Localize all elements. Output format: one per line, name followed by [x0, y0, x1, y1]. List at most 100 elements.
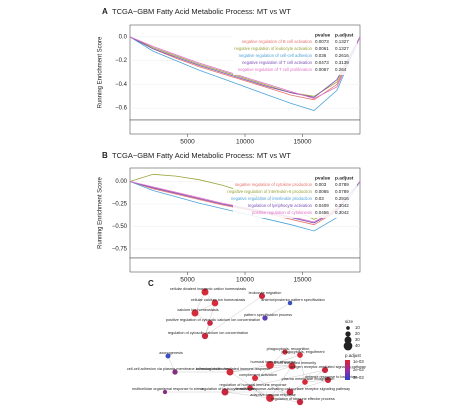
network-node	[191, 309, 199, 317]
node-label: regulation of immune effector process	[271, 397, 335, 401]
network-node	[302, 379, 308, 385]
network-node	[321, 366, 329, 374]
legend-box	[233, 30, 357, 75]
node-label: regulation of leukocyte activation	[200, 387, 255, 391]
x-tick-label: 5000	[180, 277, 195, 284]
table-header: pvalue	[315, 175, 331, 181]
network-edge	[249, 364, 271, 389]
table-header: pvalue	[315, 32, 331, 38]
network-edge	[304, 379, 329, 383]
network-node	[207, 320, 213, 326]
legend-label: negative regulation of T cell activation	[242, 60, 313, 65]
node-label: antigen receptor-mediated signaling path…	[290, 365, 366, 369]
network-node	[172, 369, 178, 375]
network-edge	[254, 377, 301, 403]
chart-title: TCGA−GBM Fatty Acid Metabolic Process: M…	[112, 151, 291, 160]
node-label: phagocytosis, engulfment	[281, 350, 325, 354]
x-tick-label: 10000	[236, 139, 254, 146]
legend-label: positive regulation of cytokinesis	[252, 210, 312, 215]
chart-title: TCGA−GBM Fatty Acid Metabolic Process: M…	[112, 7, 291, 16]
network-edge	[229, 365, 293, 373]
x-tick-label: 15000	[293, 277, 311, 284]
panel-label: B	[102, 151, 108, 160]
network-node	[288, 362, 296, 370]
p-adjust: 0.3042	[335, 203, 349, 208]
network-edge	[204, 302, 216, 337]
legend-size-label: 20	[355, 331, 360, 336]
network-edge	[269, 379, 329, 399]
node-label: cell-cell adhesion via plasma-membrane a…	[127, 367, 229, 371]
color-label: 2e-03	[353, 367, 364, 372]
network-node	[201, 288, 209, 296]
node-label: axonogenesis	[159, 351, 183, 355]
network-node	[258, 292, 266, 300]
network-edge	[224, 369, 326, 393]
rug-frame	[129, 119, 361, 135]
enrichment-line	[129, 36, 361, 111]
pvalue: 0.0067	[315, 67, 329, 72]
color-label: 1e-03	[353, 359, 364, 364]
node-label: complement activation	[239, 373, 277, 377]
x-tick-label: 10000	[236, 277, 254, 284]
node-label: phagocytosis, recognition	[267, 347, 310, 351]
p-adjust: 0.1327	[335, 39, 349, 44]
y-tick-label: −0.25	[112, 202, 128, 208]
legend-size	[343, 341, 353, 351]
table-header: p.adjust	[335, 175, 354, 181]
network-node	[252, 375, 258, 381]
p-adjust: 0.2616	[335, 53, 349, 58]
network-node	[282, 349, 288, 355]
pvalue: 0.036	[315, 53, 327, 58]
legend-label: negative regulation of interleukin produ…	[231, 196, 313, 201]
panel-label: C	[148, 279, 154, 288]
network-edge	[224, 391, 271, 399]
y-tick-label: −0.50	[112, 224, 128, 230]
network-edge	[229, 371, 271, 399]
node-label: adaptive immune response	[250, 393, 296, 397]
network-edge	[194, 302, 216, 314]
rug-frame	[129, 257, 361, 273]
legend-box	[233, 173, 357, 218]
legend-title: size	[345, 319, 353, 324]
network-node	[286, 388, 294, 396]
node-label: pattern specification process	[244, 313, 292, 317]
legend-size-label: 40	[355, 343, 360, 348]
node-label: humoral immune response	[251, 360, 296, 364]
node-label: defense response to bacterium	[305, 375, 357, 379]
p-adjust: 0.1327	[335, 46, 349, 51]
y-tick-label: −0.6	[115, 106, 128, 112]
node-label: immunoglobulin mediated immune response	[196, 367, 271, 371]
y-axis-label: Running Enrichment Score	[98, 36, 104, 108]
node-label: plasma membrane invagination	[282, 377, 335, 381]
pvalue: 0.0473	[315, 60, 329, 65]
network-node	[247, 385, 253, 391]
network-node	[296, 398, 304, 406]
node-label: regulation of humoral immune response	[220, 383, 287, 387]
y-tick-label: −0.2	[115, 58, 128, 64]
node-label: immune response-activating cell surface …	[236, 387, 350, 391]
color-label: 3e-03	[353, 375, 364, 380]
network-node	[266, 394, 274, 402]
node-label: cellular divalent inorganic cation homeo…	[170, 287, 246, 291]
node-label: calcium ion homeostasis	[177, 308, 218, 312]
network-node	[221, 388, 229, 396]
network-edge	[229, 364, 271, 373]
p-adjust: 0.0789	[335, 182, 349, 187]
y-tick-label: 0.0	[119, 34, 128, 40]
legend-label: regulation of lymphocyte activation	[248, 203, 313, 208]
network-node	[266, 361, 274, 369]
x-tick-label: 15000	[293, 139, 311, 146]
p-adjust: 0.3139	[335, 60, 349, 65]
network-node	[165, 353, 171, 359]
network-edge	[264, 302, 291, 319]
pvalue: 0.0409	[315, 203, 329, 208]
network-edge	[254, 365, 293, 379]
enrichment-line	[129, 36, 361, 100]
pvalue: 0.003	[315, 182, 327, 187]
node-label: anterior/posterior pattern specification	[261, 298, 325, 302]
network-node	[201, 332, 209, 340]
legend-size	[346, 326, 350, 330]
pvalue: 0.0456	[315, 210, 329, 215]
y-tick-label: −0.75	[112, 247, 128, 253]
